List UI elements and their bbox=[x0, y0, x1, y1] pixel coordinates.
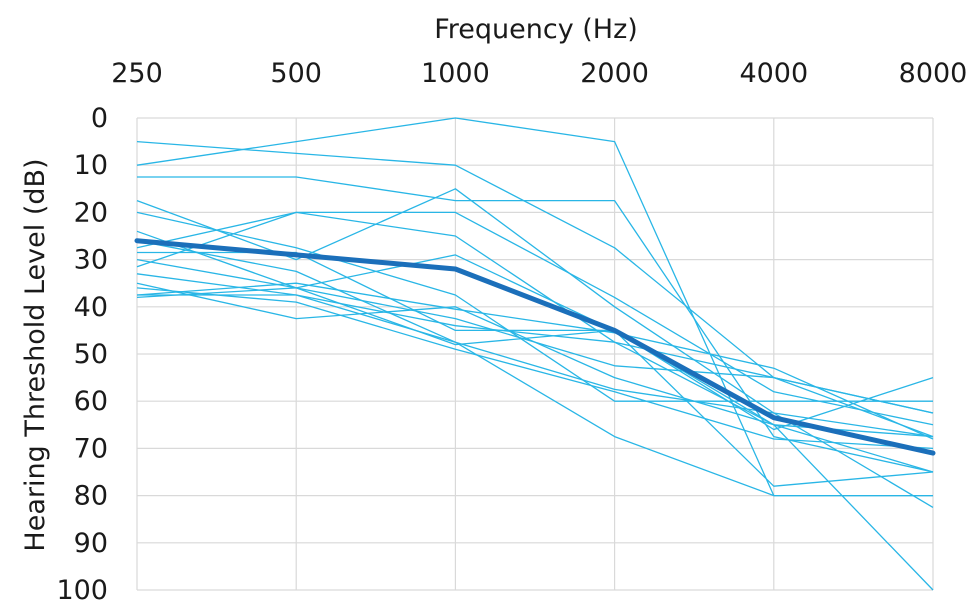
x-tick-label: 2000 bbox=[580, 58, 649, 89]
y-tick-label: 100 bbox=[56, 575, 108, 600]
x-tick-label: 500 bbox=[270, 58, 322, 89]
individual-series-line bbox=[136, 211, 933, 402]
individual-series-line bbox=[136, 211, 934, 473]
series-lines bbox=[136, 117, 934, 591]
individual-series-line bbox=[137, 176, 934, 473]
x-tick-label: 8000 bbox=[899, 58, 968, 89]
x-tick-label: 4000 bbox=[739, 58, 808, 89]
y-tick-label: 10 bbox=[74, 150, 108, 181]
individual-series-line bbox=[136, 254, 934, 487]
y-tick-label: 40 bbox=[74, 292, 108, 323]
y-tick-label: 20 bbox=[74, 197, 108, 228]
mean-line bbox=[134, 238, 936, 456]
x-tick-label: 250 bbox=[111, 58, 163, 89]
y-tick-label: 50 bbox=[74, 339, 108, 370]
individual-series-line bbox=[136, 282, 934, 440]
y-tick-label: 90 bbox=[74, 528, 108, 559]
individual-series-line bbox=[136, 287, 934, 450]
individual-series-line bbox=[136, 273, 934, 438]
individual-series-line bbox=[136, 211, 934, 426]
x-tick-label: 1000 bbox=[421, 58, 490, 89]
individual-series-line bbox=[136, 287, 934, 431]
individual-series-line bbox=[136, 188, 934, 508]
y-tick-label: 80 bbox=[74, 481, 108, 512]
y-tick-label: 60 bbox=[74, 386, 108, 417]
y-tick-label: 30 bbox=[74, 245, 108, 276]
individual-series-line bbox=[136, 282, 934, 591]
individual-series-line bbox=[137, 251, 934, 438]
y-tick-labels: 0 10 20 30 40 50 60 70 80 90 100 bbox=[56, 103, 108, 600]
mean-series-line bbox=[134, 238, 936, 456]
y-tick-label: 0 bbox=[91, 103, 108, 134]
individual-series-line bbox=[137, 294, 933, 497]
x-axis-title: Frequency (Hz) bbox=[434, 14, 638, 45]
individual-series-line bbox=[136, 140, 934, 414]
grid bbox=[136, 117, 934, 591]
individual-series-line bbox=[136, 240, 934, 438]
y-tick-label: 70 bbox=[74, 433, 108, 464]
x-tick-labels: 250 500 1000 2000 4000 8000 bbox=[111, 58, 967, 89]
y-axis-title: Hearing Threshold Level (dB) bbox=[20, 158, 51, 551]
